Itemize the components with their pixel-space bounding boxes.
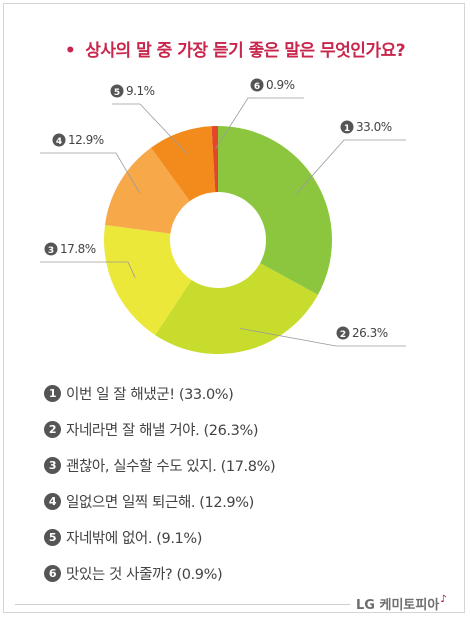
brand-logo: LG 케미토피아 ♪: [356, 594, 447, 613]
legend-label-3: 괜찮아, 실수할 수도 있지. (17.8%): [66, 458, 276, 475]
legend-item-4: 4 일없으면 일찍 퇴근해. (12.9%): [44, 491, 275, 511]
number-1-icon: 1: [44, 384, 61, 402]
number-2-icon: 2: [44, 420, 61, 438]
data-label-2: 26.3%: [352, 326, 388, 340]
leader-line-2: [239, 327, 406, 347]
logo-mark-icon: ♪: [440, 594, 447, 605]
slice-number-badge-5: [110, 84, 124, 98]
legend: 1 이번 일 잘 해냈군! (33.0%) 2 자네라면 잘 해낼 거야. (2…: [44, 383, 276, 599]
slice-number-3: 3: [48, 246, 54, 256]
donut-chart: 1 33.0% 2 26.3% 3 17.8% 4 12.9% 5 9.1% 6 0.9%: [40, 78, 406, 354]
number-3-icon: 3: [44, 456, 61, 474]
legend-label-4: 일없으면 일찍 퇴근해. (12.9%): [66, 494, 254, 511]
legend-label-5: 자네밖에 없어. (9.1%): [66, 530, 203, 547]
number-4-icon: 4: [44, 492, 61, 510]
slice-number-4: 4: [56, 137, 62, 147]
slice-number-6: 6: [254, 82, 260, 92]
number-5-icon: 5: [44, 528, 61, 546]
data-label-6: 0.9%: [266, 78, 295, 92]
data-label-5: 9.1%: [126, 84, 155, 98]
slice-number-badge-2: [336, 326, 350, 340]
slice-number-2: 2: [340, 330, 346, 340]
pie-slice-1: [218, 126, 332, 295]
data-label-1: 33.0%: [356, 120, 392, 134]
data-label-3: 17.8%: [60, 242, 96, 256]
legend-item-5: 5 자네밖에 없어. (9.1%): [44, 527, 275, 547]
slice-number-badge-1: [340, 120, 354, 134]
chart-title: • 상사의 말 중 가장 듣기 좋은 말은 무엇인가요?: [0, 36, 470, 61]
pie-slice-5: [150, 126, 216, 202]
leader-line-1: [296, 139, 406, 194]
legend-label-1: 이번 일 잘 해냈군! (33.0%): [66, 386, 234, 403]
slice-number-badge-3: [44, 242, 58, 256]
pie-slice-3: [103, 225, 192, 336]
title-bullet: •: [64, 41, 76, 61]
number-6-icon: 6: [44, 564, 61, 582]
slice-number-5: 5: [114, 88, 120, 98]
legend-item-2: 2 자네라면 잘 해낼 거야. (26.3%): [44, 419, 275, 439]
leader-line-4: [40, 152, 141, 194]
logo-text: LG 케미토피아: [356, 598, 440, 613]
legend-label-2: 자네라면 잘 해낼 거야. (26.3%): [66, 422, 259, 439]
legend-item-1: 1 이번 일 잘 해냈군! (33.0%): [44, 383, 275, 403]
pie-slice-4: [104, 147, 190, 234]
slice-number-badge-4: [52, 133, 66, 147]
slice-number-badge-6: [250, 78, 264, 92]
leader-line-3: [40, 261, 136, 278]
title-text: 상사의 말 중 가장 듣기 좋은 말은 무엇인가요?: [85, 41, 406, 61]
pie-slice-6: [211, 126, 218, 193]
slice-number-1: 1: [344, 124, 350, 134]
legend-item-3: 3 괜찮아, 실수할 수도 있지. (17.8%): [44, 455, 276, 475]
data-label-4: 12.9%: [68, 133, 104, 147]
pie-slice-2: [155, 263, 318, 354]
legend-label-6: 맛있는 것 사줄까? (0.9%): [66, 566, 223, 583]
legend-item-6: 6 맛있는 것 사줄까? (0.9%): [44, 563, 275, 583]
footer-divider: [15, 604, 350, 605]
leader-line-5: [112, 103, 188, 155]
leader-line-6: [215, 97, 304, 150]
